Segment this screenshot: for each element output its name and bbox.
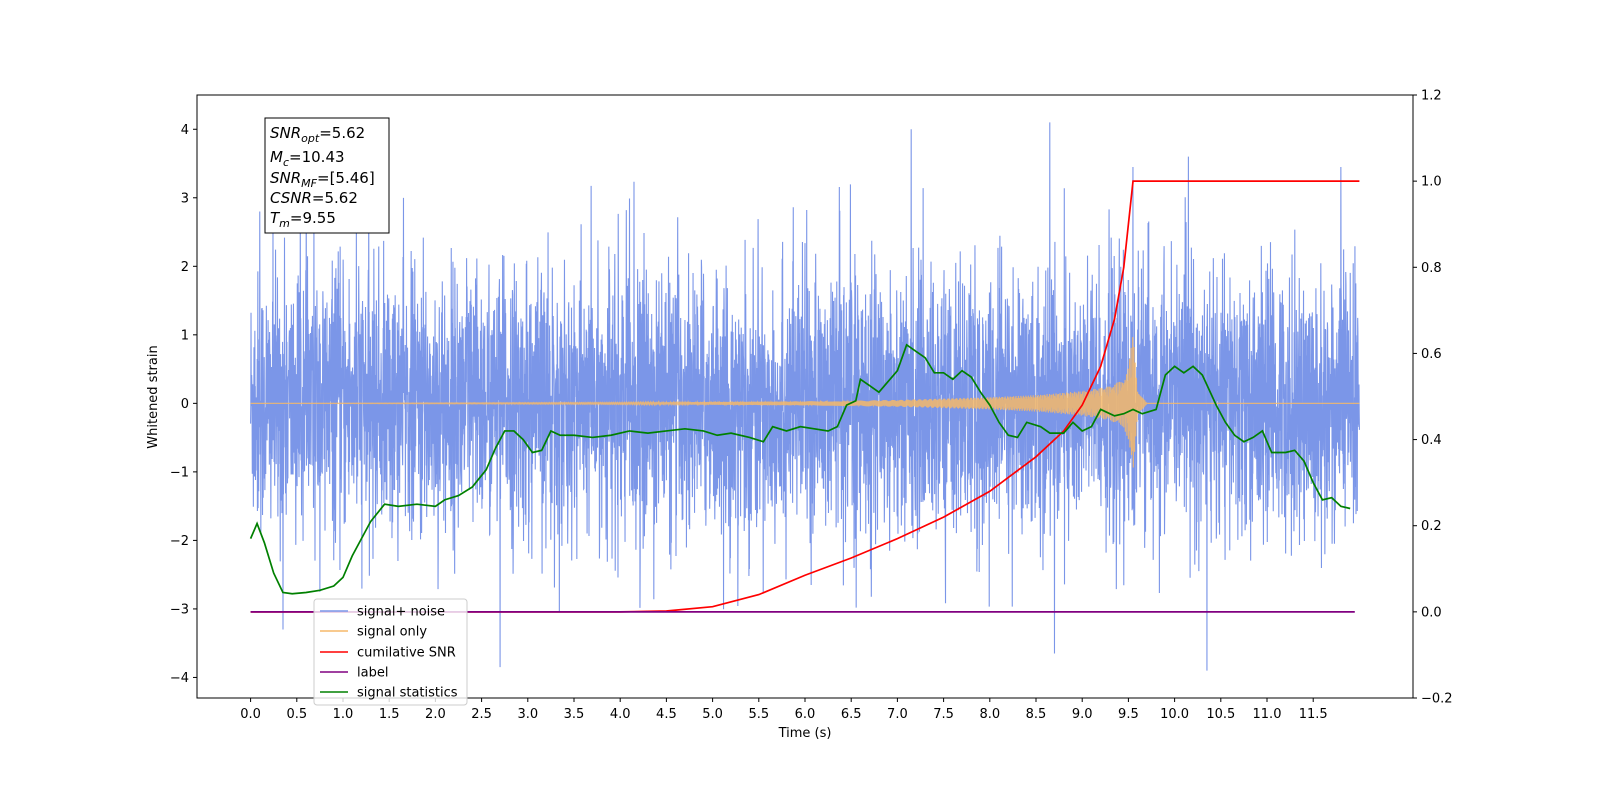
y-axis-left: 4 3 2 1 0 −1 −2 −3 −4 xyxy=(170,123,197,686)
x-tick-label: 4.5 xyxy=(656,707,677,722)
y-left-tick-label: 1 xyxy=(181,328,189,343)
x-tick-label: 9.5 xyxy=(1118,707,1139,722)
x-tick-label: 5.0 xyxy=(702,707,723,722)
legend-entry-signal-noise: signal+ noise xyxy=(320,605,445,620)
y-left-tick-label: −2 xyxy=(170,534,189,549)
x-tick-label: 3.0 xyxy=(517,707,538,722)
y-right-tick-label: 0.6 xyxy=(1421,347,1442,362)
x-tick-label: 3.5 xyxy=(564,707,585,722)
y-left-tick-label: 0 xyxy=(181,397,189,412)
x-tick-label: 4.0 xyxy=(610,707,631,722)
y-left-tick-label: 4 xyxy=(181,123,189,138)
x-tick-label: 11.0 xyxy=(1253,707,1282,722)
info-box: SNRopt=5.62 Mc=10.43 SNRMF=[5.46] CSNR=5… xyxy=(264,117,390,234)
x-tick-label: 8.5 xyxy=(1026,707,1047,722)
legend-entry-label: label xyxy=(320,666,388,681)
y-left-tick-label: −4 xyxy=(170,671,189,686)
info-box-frame xyxy=(264,117,390,234)
y-left-tick-label: 2 xyxy=(181,260,189,275)
info-csnr: CSNR=5.62 xyxy=(270,189,358,207)
legend-frame xyxy=(313,598,468,706)
x-tick-label: 0.0 xyxy=(240,707,261,722)
y-left-tick-label: −3 xyxy=(170,602,189,617)
y-right-tick-label: 0.2 xyxy=(1421,519,1442,534)
legend-label: signal only xyxy=(357,625,427,640)
info-mc: Mc=10.43 xyxy=(270,148,345,169)
x-tick-label: 7.0 xyxy=(887,707,908,722)
info-snr-mf: SNRMF=[5.46] xyxy=(270,169,375,190)
x-tick-label: 6.5 xyxy=(841,707,862,722)
legend-entry-signal-only: signal only xyxy=(320,625,427,640)
y-right-tick-label: 1.2 xyxy=(1421,89,1442,104)
x-tick-label: 1.5 xyxy=(379,707,400,722)
legend: signal+ noise signal only cumilative SNR… xyxy=(313,598,468,706)
legend-entry-cumulative-snr: cumilative SNR xyxy=(320,646,456,661)
x-tick-label: 1.0 xyxy=(333,707,354,722)
series-cumulative-snr-line xyxy=(250,180,1360,613)
series-signal-only-line xyxy=(250,337,1360,468)
info-tm: Tm=9.55 xyxy=(270,209,336,230)
y-left-tick-label: 3 xyxy=(181,191,189,206)
y-right-tick-label: −0.2 xyxy=(1421,692,1453,707)
x-axis-label: Time (s) xyxy=(778,726,832,741)
y-axis-label: Whitened strain xyxy=(146,345,161,448)
x-axis: 0.0 0.5 1.0 1.5 2.0 2.5 3.0 3.5 4.0 4.5 5.0 5.5 6.0 6… xyxy=(240,698,1328,722)
x-tick-label: 8.0 xyxy=(979,707,1000,722)
x-tick-label: 9.0 xyxy=(1072,707,1093,722)
y-axis-right: 1.2 1.0 0.8 0.6 0.4 0.2 0.0 −0.2 xyxy=(1413,89,1453,707)
legend-label: label xyxy=(357,666,388,681)
legend-label: signal statistics xyxy=(357,686,458,701)
y-right-tick-label: 1.0 xyxy=(1421,175,1442,190)
x-tick-label: 10.0 xyxy=(1160,707,1189,722)
y-right-tick-label: 0.8 xyxy=(1421,261,1442,276)
x-tick-label: 2.0 xyxy=(425,707,446,722)
y-right-tick-label: 0.4 xyxy=(1421,433,1442,448)
info-snr-opt: SNRopt=5.62 xyxy=(270,124,365,145)
series-signal-statistics-line xyxy=(249,343,1351,595)
x-tick-label: 0.5 xyxy=(286,707,307,722)
series-signal-noise-line xyxy=(250,122,1360,671)
legend-entry-signal-statistics: signal statistics xyxy=(320,686,458,701)
x-tick-label: 7.5 xyxy=(933,707,954,722)
legend-label: signal+ noise xyxy=(357,605,445,620)
x-tick-label: 6.0 xyxy=(795,707,816,722)
y-right-tick-label: 0.0 xyxy=(1421,605,1442,620)
x-tick-label: 2.5 xyxy=(471,707,492,722)
x-tick-label: 5.5 xyxy=(748,707,769,722)
x-tick-label: 11.5 xyxy=(1299,707,1328,722)
legend-label: cumilative SNR xyxy=(357,646,456,661)
x-tick-label: 10.5 xyxy=(1206,707,1235,722)
y-left-tick-label: −1 xyxy=(170,465,189,480)
